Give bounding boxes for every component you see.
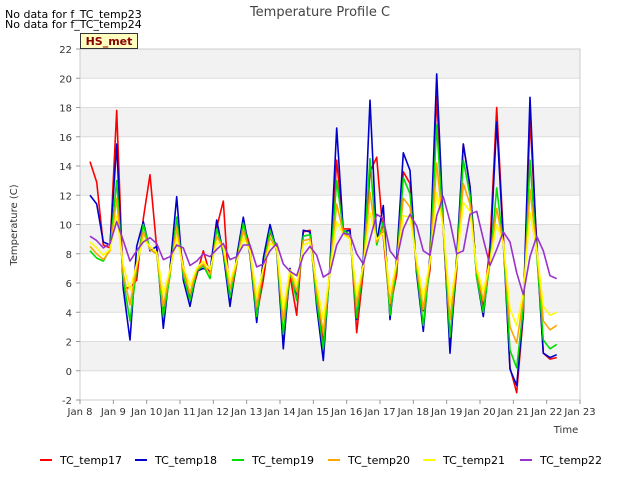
y-tick-label: 2 <box>66 338 72 349</box>
plot-band <box>80 49 580 79</box>
plot-band <box>80 166 580 196</box>
x-tick-label: Jan 23 <box>563 407 595 418</box>
x-axis-label: Time <box>553 425 578 436</box>
x-tick-label: Jan 12 <box>197 407 229 418</box>
y-tick-label: 6 <box>66 279 72 290</box>
y-tick-label: -2 <box>62 396 72 407</box>
plot-band <box>80 312 580 342</box>
y-tick-label: 4 <box>66 308 72 319</box>
no-data-note-2: No data for f_TC_temp24 <box>5 18 142 31</box>
series-line-tc-temp20 <box>89 162 558 344</box>
y-tick-label: 8 <box>66 250 72 261</box>
y-tick-label: 0 <box>66 367 72 378</box>
x-tick-label: Jan 8 <box>67 407 93 418</box>
y-tick-label: 12 <box>59 191 72 202</box>
series-line-tc-temp21 <box>89 191 558 327</box>
site-tag-label: HS_met <box>85 35 133 48</box>
x-tick-label: Jan 9 <box>100 407 126 418</box>
x-tick-label: Jan 16 <box>330 407 362 418</box>
x-tick-label: Jan 11 <box>163 407 195 418</box>
x-tick-label: Jan 15 <box>297 407 329 418</box>
x-tick-label: Jan 19 <box>430 407 462 418</box>
series-lines <box>89 73 558 394</box>
y-tick-label: 14 <box>59 162 72 173</box>
x-tick-label: Jan 17 <box>363 407 395 418</box>
plot-band <box>80 78 580 108</box>
x-tick-label: Jan 20 <box>463 407 495 418</box>
plot-band <box>80 136 580 166</box>
x-tick-label: Jan 21 <box>497 407 529 418</box>
y-tick-label: 22 <box>59 45 72 56</box>
y-tick-label: 20 <box>59 74 72 85</box>
x-tick-label: Jan 13 <box>230 407 262 418</box>
y-tick-label: 18 <box>59 104 72 115</box>
series-line-tc-temp19 <box>89 124 558 369</box>
no-data-note-1: No data for f_TC_temp23 <box>5 8 142 21</box>
site-tag: HS_met <box>80 33 138 49</box>
plot-band <box>80 341 580 371</box>
y-tick-label: 16 <box>59 133 72 144</box>
x-tick-label: Jan 22 <box>530 407 562 418</box>
y-axis-ticks: -2 0 2 4 6 8 10 12 14 16 18 20 22 <box>59 45 80 407</box>
y-tick-label: 10 <box>59 221 72 232</box>
series-line-tc-temp22 <box>89 195 558 296</box>
x-tick-label: Jan 14 <box>263 407 295 418</box>
legend-label: TC_temp19 <box>251 454 314 467</box>
x-axis-ticks: Jan 8 Jan 9 Jan 10 Jan 11 Jan 12 Jan 13 Jan 14… <box>67 400 596 418</box>
legend: TC_temp17 TC_temp18 TC_temp19 TC_temp20 TC_t… <box>40 454 602 467</box>
x-tick-label: Jan 18 <box>397 407 429 418</box>
legend-label: TC_temp20 <box>347 454 410 467</box>
legend-label: TC_temp21 <box>442 454 505 467</box>
chart-title: Temperature Profile C <box>249 5 390 20</box>
legend-label: TC_temp17 <box>59 454 122 467</box>
y-axis-label: Temperature (C) <box>9 184 20 266</box>
x-tick-label: Jan 10 <box>130 407 162 418</box>
plot-band <box>80 107 580 137</box>
plot-band <box>80 195 580 225</box>
legend-label: TC_temp22 <box>539 454 602 467</box>
plot-band <box>80 370 580 400</box>
legend-label: TC_temp18 <box>154 454 217 467</box>
